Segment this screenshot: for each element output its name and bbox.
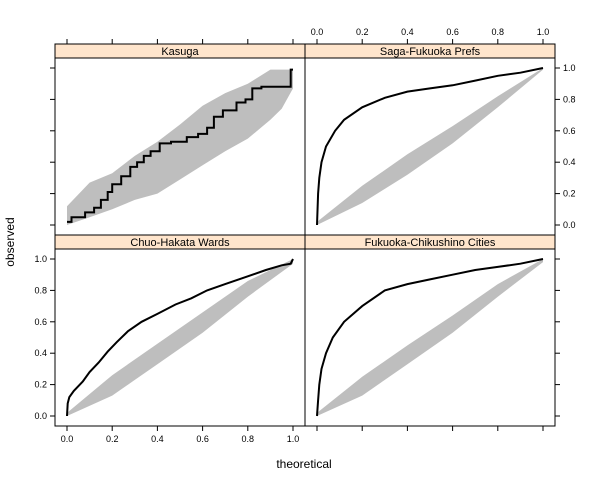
y-tick-label-right-top-5: 1.0 <box>563 63 576 73</box>
observed-line-fukuoka-chikushino-cities <box>316 258 544 417</box>
observed-line-kasuga <box>67 68 293 223</box>
x-tick-label-bottom-left-3: 0.6 <box>196 434 209 444</box>
y-tick-label-left-bottom-1: 0.2 <box>34 380 47 390</box>
y-tick-label-right-top-0: 0.0 <box>563 220 576 230</box>
x-tick-label-top-right-2: 0.4 <box>401 27 414 37</box>
panels-layer: Kasuga Saga-Fukuoka Prefs Chuo-Hakata Ward… <box>54 43 556 427</box>
x-tick-label-top-right-4: 0.8 <box>492 27 505 37</box>
x-tick-label-bottom-left-2: 0.4 <box>151 434 164 444</box>
x-tick-label-bottom-left-5: 1.0 <box>287 434 300 444</box>
y-tick-label-left-bottom-2: 0.4 <box>34 348 47 358</box>
panel-fukuoka-chikushino-cities: Fukuoka-Chikushino Cities <box>304 234 556 427</box>
x-tick-label-bottom-left-1: 0.2 <box>106 434 119 444</box>
y-tick-label-right-top-4: 0.8 <box>563 94 576 104</box>
y-axis-label: observed <box>3 217 17 266</box>
strip-label-kasuga: Kasuga <box>161 46 199 58</box>
strip-label-chuo-hakata-wards: Chuo-Hakata Wards <box>130 237 230 249</box>
panel-saga-fukuoka-prefs: Saga-Fukuoka Prefs <box>304 43 556 236</box>
y-tick-label-right-top-2: 0.4 <box>563 157 576 167</box>
y-tick-label-left-bottom-0: 0.0 <box>34 411 47 421</box>
x-axis-label: theoretical <box>276 457 331 471</box>
panel-chuo-hakata-wards: Chuo-Hakata Wards <box>54 234 306 427</box>
y-tick-label-left-bottom-5: 1.0 <box>34 254 47 264</box>
x-tick-label-top-right-3: 0.6 <box>446 27 459 37</box>
strip-label-saga-fukuoka-prefs: Saga-Fukuoka Prefs <box>380 46 481 58</box>
x-tick-label-top-right-1: 0.2 <box>356 27 369 37</box>
envelope-band-chuo-hakata-wards <box>67 259 293 416</box>
panel-kasuga: Kasuga <box>54 43 306 236</box>
axes-layer: 0.0 0.2 0.4 0.6 0.8 1.0 0.0 0.2 0.4 0.6 0.8 1.0 0.0 0… <box>34 27 575 444</box>
observed-line-saga-fukuoka-prefs <box>316 67 544 226</box>
x-tick-label-bottom-left-4: 0.8 <box>242 434 255 444</box>
x-tick-label-bottom-left-0: 0.0 <box>61 434 74 444</box>
envelope-band-saga-fukuoka-prefs <box>317 68 543 225</box>
y-tick-label-left-bottom-4: 0.8 <box>34 285 47 295</box>
x-tick-label-top-right-0: 0.0 <box>311 27 324 37</box>
y-tick-label-right-top-3: 0.6 <box>563 126 576 136</box>
x-tick-label-top-right-5: 1.0 <box>537 27 550 37</box>
y-tick-label-left-bottom-3: 0.6 <box>34 317 47 327</box>
observed-line-chuo-hakata-wards <box>66 258 294 417</box>
strip-label-fukuoka-chikushino-cities: Fukuoka-Chikushino Cities <box>365 237 496 249</box>
envelope-band-fukuoka-chikushino-cities <box>317 259 543 416</box>
y-tick-label-right-top-1: 0.2 <box>563 189 576 199</box>
panel-border-fukuoka-chikushino-cities <box>304 248 556 427</box>
